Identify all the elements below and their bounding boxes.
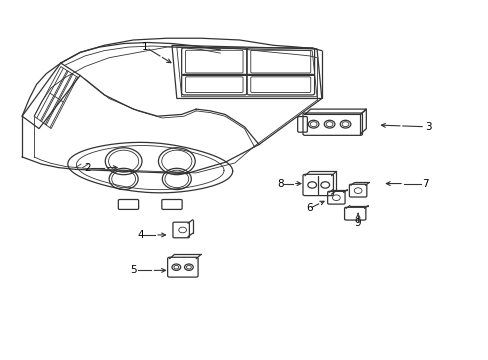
Text: 5: 5 — [130, 265, 136, 275]
Text: 2: 2 — [84, 163, 90, 172]
Text: 8: 8 — [277, 179, 284, 189]
Text: 4: 4 — [137, 230, 143, 240]
Text: 3: 3 — [424, 122, 430, 132]
Text: 9: 9 — [354, 217, 361, 228]
Text: 7: 7 — [422, 179, 428, 189]
Text: 1: 1 — [142, 42, 148, 52]
Text: 6: 6 — [306, 203, 312, 213]
